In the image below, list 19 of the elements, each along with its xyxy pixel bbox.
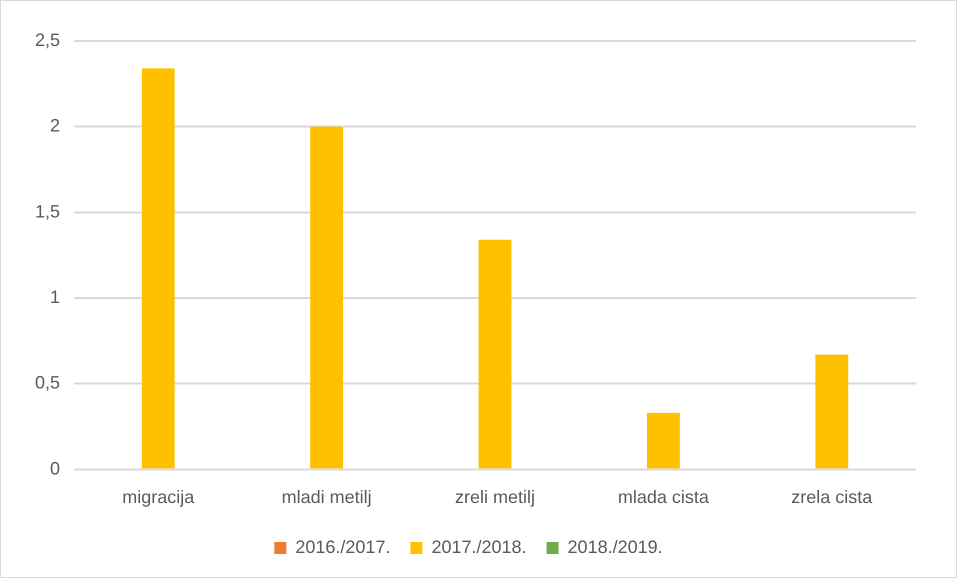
y-tick-label: 1,5 <box>34 201 60 222</box>
y-tick-label: 2 <box>50 116 60 136</box>
bar <box>310 126 344 468</box>
y-tick-label: 1 <box>50 287 60 308</box>
legend-label: 2017./2018. <box>431 536 527 557</box>
y-tick-label: 2,5 <box>34 30 60 50</box>
x-tick-label: mlada cista <box>618 487 710 508</box>
x-tick-label: zreli metilj <box>455 487 536 508</box>
bar <box>478 240 512 468</box>
bar <box>646 412 680 468</box>
y-tick-label: 0,5 <box>34 372 60 393</box>
x-tick-label: migracija <box>122 487 196 508</box>
x-tick-label: mladi metilj <box>282 487 372 508</box>
x-tick-label: zrela cista <box>791 487 874 508</box>
legend-label: 2018./2019. <box>568 536 663 557</box>
legend-label: 2016./2017. <box>295 536 390 557</box>
y-tick-label: 0 <box>50 458 60 478</box>
bar <box>142 68 175 468</box>
bar <box>815 354 848 468</box>
